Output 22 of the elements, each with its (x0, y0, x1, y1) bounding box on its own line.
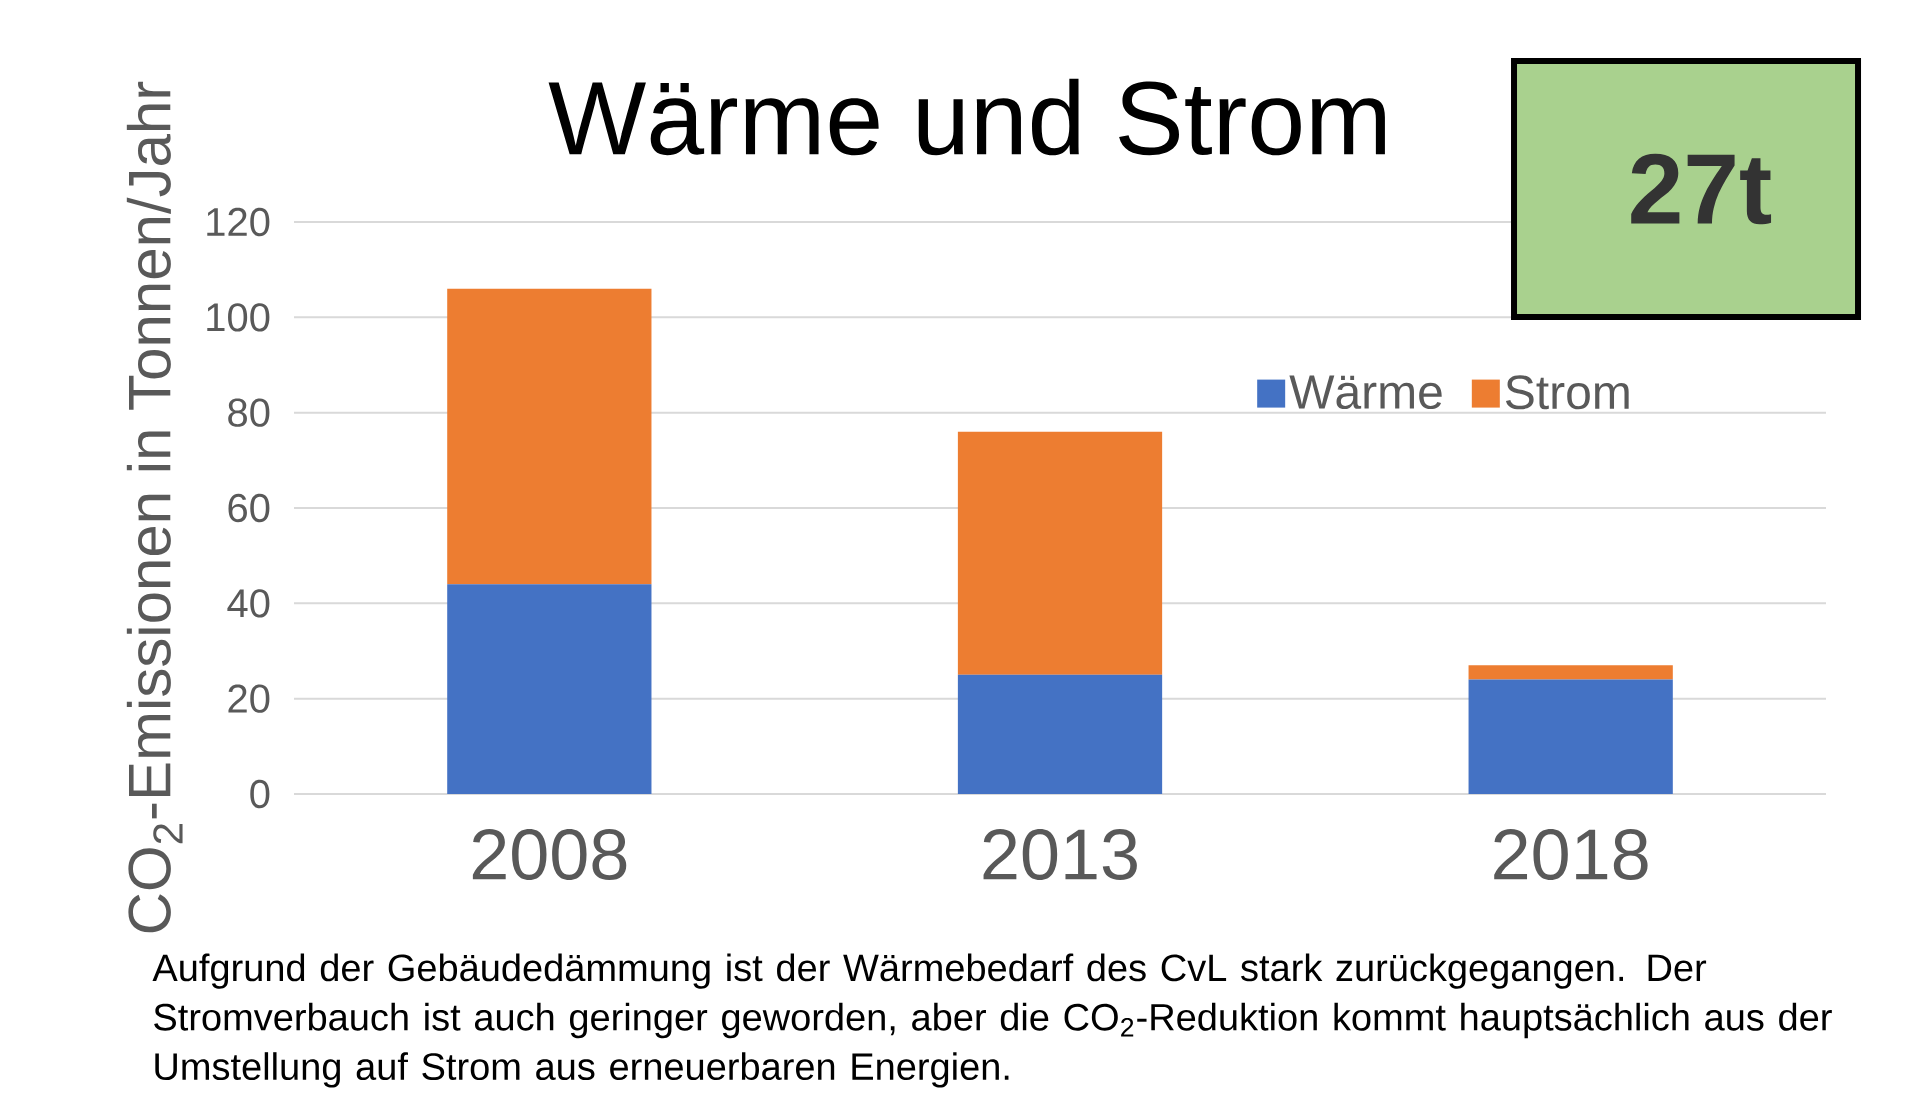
y-tick-label: 40 (227, 589, 270, 618)
text: Aufgrund der Gebäudedämmung ist der Wärmebedarf des CvL stark zurückgegangen. Der Stromverbauch ist auch geringer geworden, aber die CO$_{2}$-Reduktion kommt hauptsächlich aus der Umstellung auf Strom aus erneuerbaren Energien. (152, 953, 1832, 1088)
chart-title: Wärme und Strom (548, 78, 1385, 156)
y-tick-label: 120 (207, 207, 270, 237)
y-axis-title: CO$_{2}$-Emissionen in Tonnen/Jahr (126, 81, 183, 933)
bar (957, 431, 1163, 675)
y-tick-label: 60 (228, 493, 270, 523)
y-tick-label: 80 (228, 398, 270, 427)
bar (1468, 665, 1673, 680)
y-tick-label: 0 (250, 779, 270, 809)
x-tick-label: 2008 (472, 829, 627, 881)
x-tick-label: 2018 (1494, 829, 1648, 881)
y-tick-label: 20 (228, 684, 270, 713)
legend-label: Wärme (1289, 375, 1442, 410)
bar (447, 288, 652, 585)
bar (447, 584, 652, 794)
legend-label: Strom (1505, 375, 1629, 410)
y-tick-label: 100 (207, 303, 270, 332)
x-tick-label: 2013 (983, 829, 1137, 881)
bar (957, 674, 1163, 794)
annotation: 27t (1631, 153, 1772, 225)
bar (1468, 679, 1673, 794)
